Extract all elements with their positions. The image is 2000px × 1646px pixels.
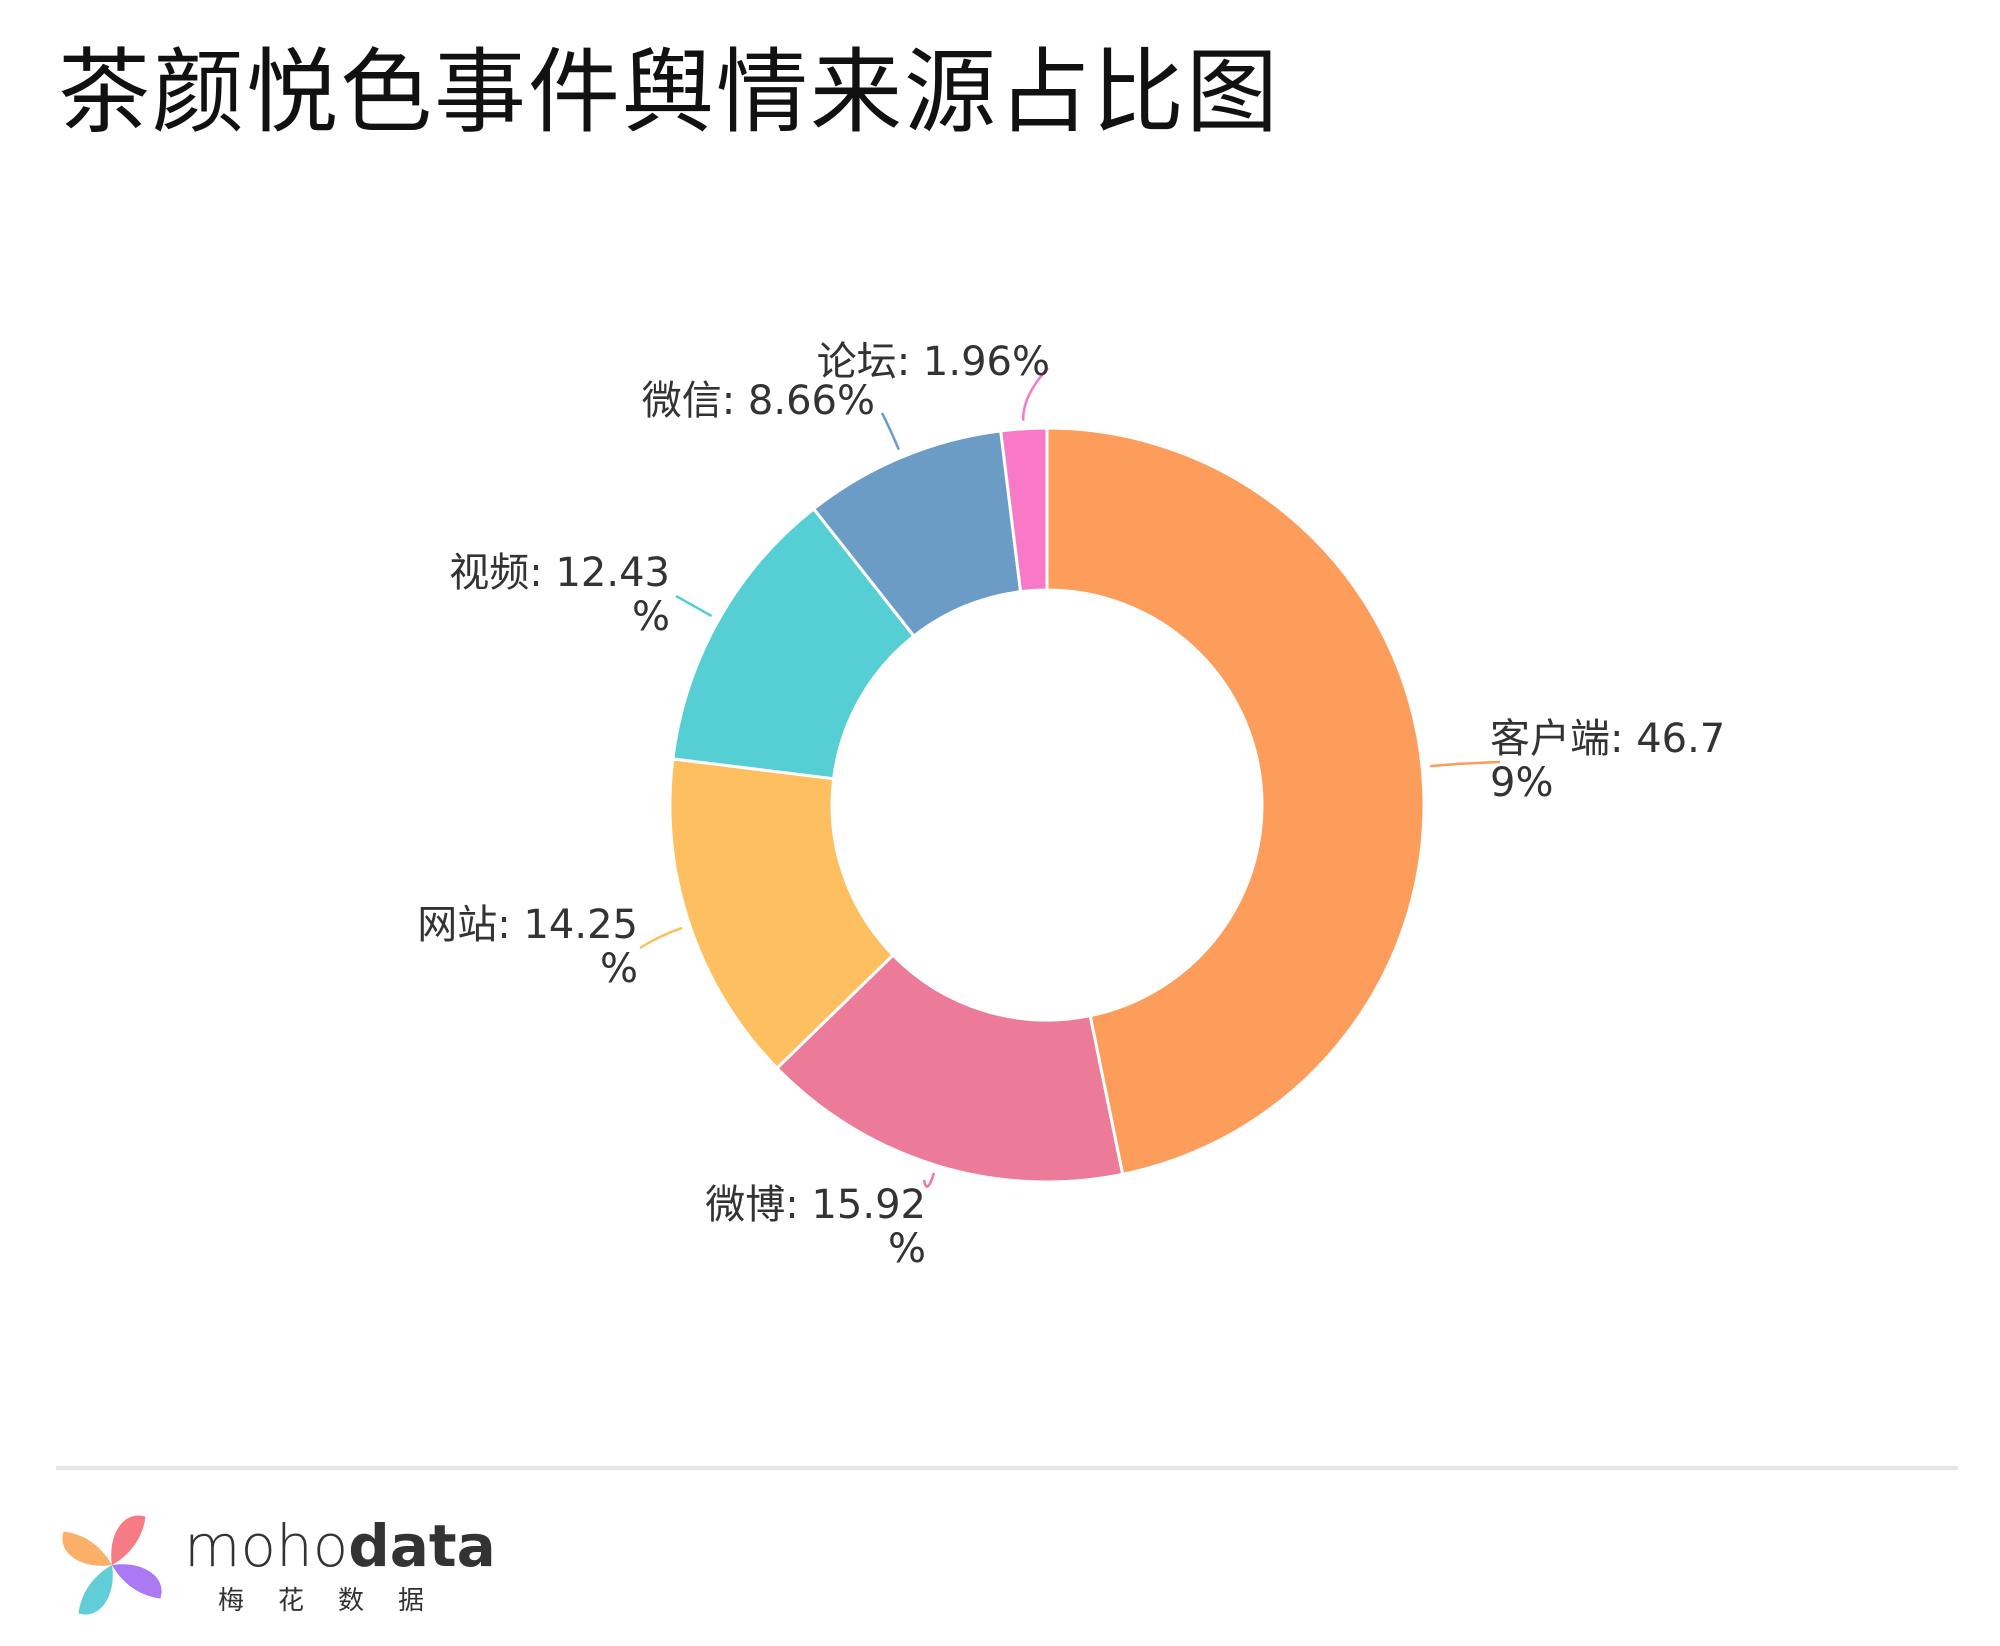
slice-labels: 客户端: 46.79%微博: 15.92%网站: 14.25%视频: 12.43… xyxy=(417,339,1725,1272)
logo-petal-2 xyxy=(78,1565,113,1615)
brand-subtitle: 梅花数据 xyxy=(218,1586,459,1616)
slice-label-4-line-0: 微信: 8.66% xyxy=(642,378,875,424)
slice-0 xyxy=(1045,426,1426,1177)
brand-name-light: moho xyxy=(184,1512,349,1580)
leader-line-1 xyxy=(922,1172,936,1188)
pinwheel-logo-icon xyxy=(62,1515,162,1615)
donut-slices xyxy=(668,426,1426,1184)
leader-line-4 xyxy=(880,412,900,451)
label-leader-lines xyxy=(639,367,1501,1188)
slice-5 xyxy=(999,426,1049,594)
slice-label-5-line-0: 论坛: 1.96% xyxy=(817,339,1050,385)
brand-name: mohodata xyxy=(184,1512,496,1580)
slice-label-3-line-0: 视频: 12.43 xyxy=(449,550,670,596)
chart-title: 茶颜悦色事件舆情来源占比图 xyxy=(58,39,1281,146)
slice-label-2-line-0: 网站: 14.25 xyxy=(417,902,638,948)
leader-line-0 xyxy=(1429,760,1501,768)
leader-line-2 xyxy=(639,926,683,950)
slice-label-2-line-1: % xyxy=(600,946,638,992)
slice-label-0-line-1: 9% xyxy=(1490,760,1553,806)
logo-petal-0 xyxy=(111,1515,146,1565)
slice-1 xyxy=(774,952,1125,1184)
brand-footer: mohodata 梅花数据 xyxy=(56,1510,496,1620)
slice-3 xyxy=(671,506,917,781)
slice-label-3-line-1: % xyxy=(632,594,670,640)
slice-2 xyxy=(668,757,896,1071)
logo-petal-1 xyxy=(62,1531,112,1566)
slice-label-1-line-1: % xyxy=(888,1226,926,1272)
logo-petal-3 xyxy=(112,1564,162,1599)
leader-line-3 xyxy=(675,594,713,618)
footer-divider xyxy=(56,1466,1958,1470)
slice-label-0-line-0: 客户端: 46.7 xyxy=(1490,716,1725,762)
brand-name-bold: data xyxy=(348,1512,496,1580)
slice-label-1-line-0: 微博: 15.92 xyxy=(705,1182,926,1228)
leader-line-5 xyxy=(1022,367,1049,421)
